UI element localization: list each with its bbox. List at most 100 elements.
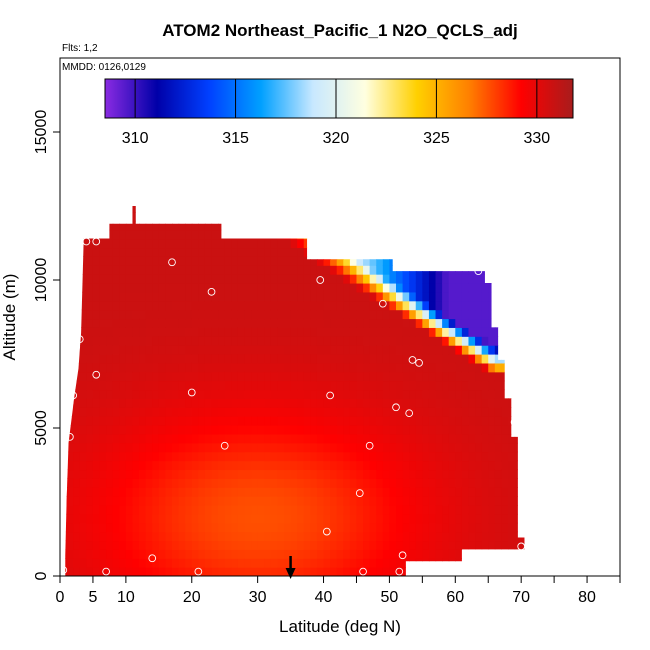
field-cell: [376, 274, 384, 284]
field-cell: [152, 206, 160, 213]
field-cell: [422, 513, 430, 524]
field-cell: [139, 549, 147, 559]
field-cell: [481, 433, 489, 444]
field-cell: [343, 336, 351, 346]
field-cell: [323, 318, 331, 328]
observation-point: [517, 542, 526, 551]
field-cell: [270, 442, 279, 453]
field-cell: [204, 309, 213, 320]
field-cell: [237, 336, 246, 346]
field-cell: [461, 354, 470, 364]
field-cell: [396, 274, 404, 284]
observation-point: [92, 370, 101, 379]
field-cell: [125, 247, 134, 257]
field-cell: [488, 531, 496, 542]
field-cell: [310, 371, 318, 382]
field-cell: [119, 229, 127, 240]
field-cell: [488, 442, 496, 453]
field-cell: [145, 211, 153, 222]
field-cell: [356, 549, 364, 559]
field-cell: [125, 416, 134, 426]
field-cell: [185, 469, 193, 479]
field-cell: [73, 309, 81, 320]
field-cell: [455, 345, 463, 355]
field-cell: [284, 549, 292, 559]
field-cell: [343, 469, 351, 479]
field-cell: [303, 504, 311, 515]
field-cell: [428, 380, 437, 391]
field-cell: [172, 265, 180, 275]
field-cell: [99, 540, 107, 550]
field-cell: [66, 354, 74, 364]
field-cell: [475, 540, 483, 550]
field-cell: [218, 531, 226, 542]
field-cell: [442, 478, 450, 488]
field-cell: [277, 300, 285, 311]
field-cell: [376, 247, 384, 257]
field-cell: [455, 478, 463, 488]
field-cell: [178, 362, 186, 373]
field-cell: [224, 327, 232, 337]
field-cell: [264, 206, 272, 213]
field-cell: [99, 206, 107, 213]
field-cell: [382, 336, 391, 346]
field-cell: [448, 531, 456, 542]
field-cell: [178, 265, 186, 275]
field-cell: [501, 220, 509, 231]
field-cell: [494, 567, 503, 576]
field-cell: [349, 371, 358, 382]
field-cell: [428, 496, 437, 506]
field-cell: [119, 345, 127, 355]
field-cell: [461, 389, 470, 399]
field-cell: [231, 478, 239, 488]
field-cell: [152, 282, 160, 293]
field-cell: [514, 389, 522, 399]
field-cell: [244, 371, 252, 382]
field-cell: [316, 522, 325, 533]
field-cell: [376, 220, 384, 231]
field-cell: [363, 478, 371, 488]
field-cell: [316, 567, 325, 576]
field-cell: [264, 549, 272, 559]
field-cell: [455, 309, 463, 320]
field-cell: [389, 451, 397, 462]
heatmap-field: [65, 206, 535, 576]
field-cell: [402, 451, 410, 462]
field-cell: [501, 362, 509, 373]
field-cell: [475, 522, 483, 533]
field-cell: [461, 433, 470, 444]
field-cell: [514, 522, 522, 533]
field-cell: [356, 540, 364, 550]
field-cell: [323, 229, 331, 240]
field-cell: [349, 496, 358, 506]
field-cell: [349, 469, 358, 479]
field-cell: [224, 291, 232, 302]
field-cell: [310, 540, 318, 550]
field-cell: [92, 327, 101, 337]
field-cell: [132, 398, 140, 408]
field-cell: [528, 416, 535, 425]
field-cell: [99, 274, 107, 284]
field-cell: [481, 229, 489, 240]
field-cell: [297, 531, 305, 542]
field-cell: [224, 522, 232, 533]
field-cell: [257, 513, 265, 524]
field-cell: [165, 469, 173, 479]
field-cell: [244, 318, 252, 328]
field-cell: [73, 265, 81, 275]
field-cell: [468, 211, 476, 222]
field-cell: [257, 425, 265, 435]
field-cell: [79, 380, 87, 391]
field-cell: [152, 318, 160, 328]
field-cell: [165, 211, 173, 222]
field-cell: [270, 433, 279, 444]
field-cell: [415, 389, 423, 399]
field-cell: [125, 522, 134, 533]
field-cell: [297, 327, 305, 337]
field-cell: [330, 460, 338, 471]
field-cell: [251, 354, 259, 364]
field-cell: [455, 389, 463, 399]
field-cell: [237, 531, 246, 542]
field-cell: [402, 478, 410, 488]
field-cell: [521, 211, 525, 222]
